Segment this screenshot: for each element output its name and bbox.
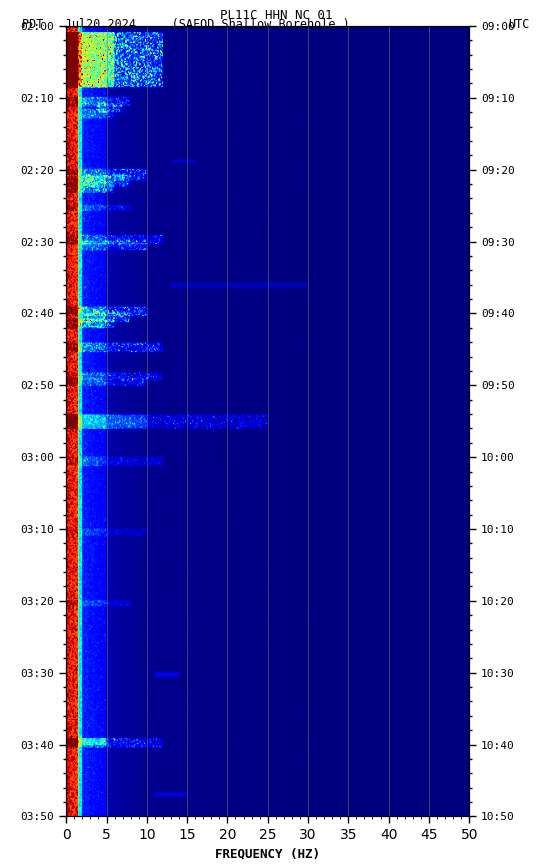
X-axis label: FREQUENCY (HZ): FREQUENCY (HZ) — [215, 848, 320, 861]
Text: PDT   Jul20,2024     (SAFOD Shallow Borehole ): PDT Jul20,2024 (SAFOD Shallow Borehole ) — [22, 18, 350, 31]
Text: UTC: UTC — [508, 18, 530, 31]
Text: PL11C HHN NC 01: PL11C HHN NC 01 — [220, 9, 332, 22]
